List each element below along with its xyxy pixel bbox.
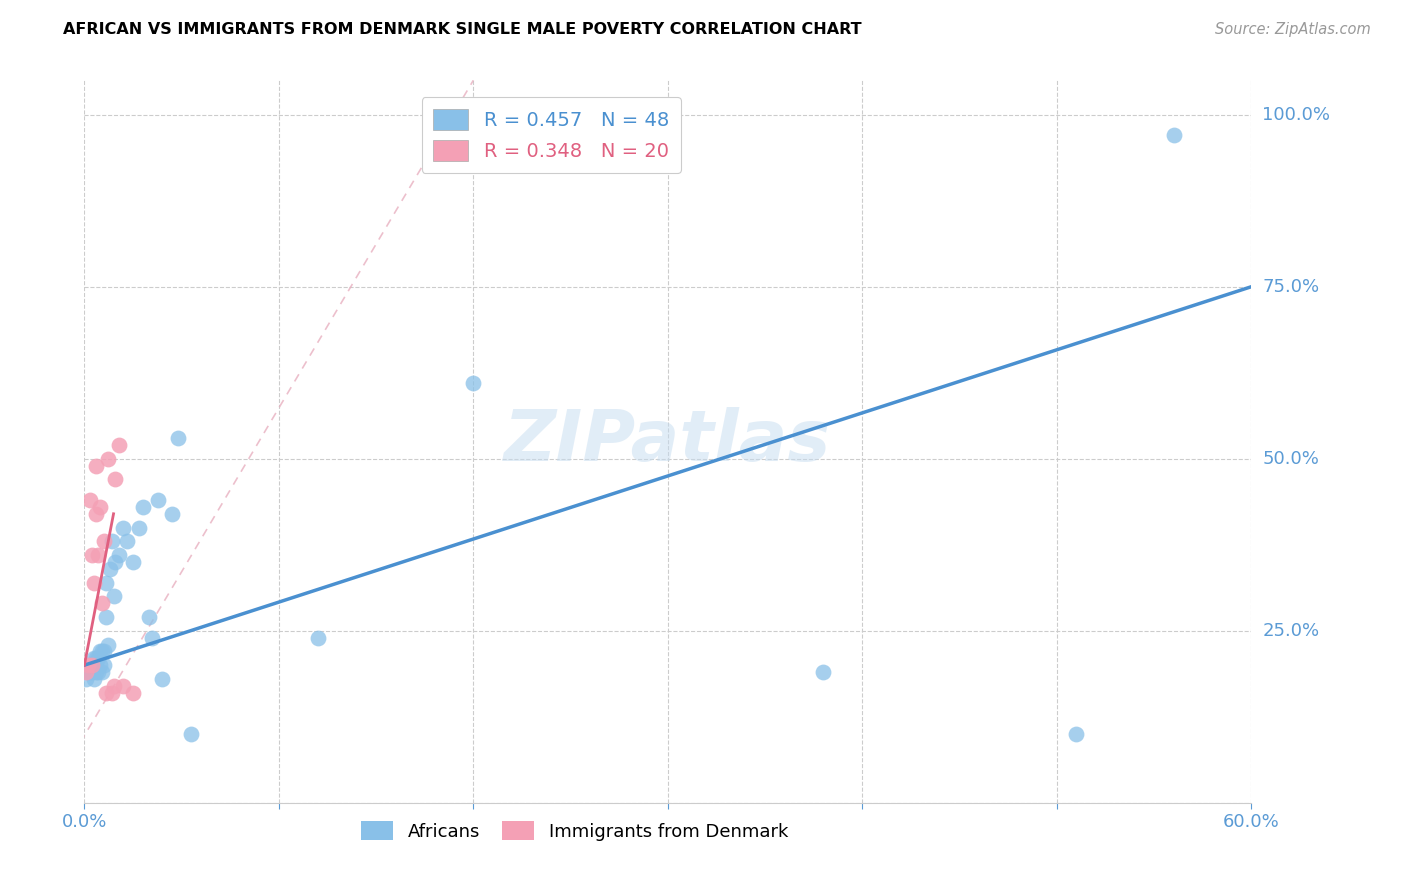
Point xyxy=(128,520,150,534)
Point xyxy=(813,665,835,679)
Point xyxy=(90,665,112,679)
Point xyxy=(83,672,105,686)
Point xyxy=(108,548,131,562)
Point xyxy=(97,451,120,466)
Point xyxy=(423,128,446,143)
Point xyxy=(83,575,105,590)
Text: 100.0%: 100.0% xyxy=(1263,105,1330,124)
Point xyxy=(166,431,188,445)
Text: Source: ZipAtlas.com: Source: ZipAtlas.com xyxy=(1215,22,1371,37)
Point xyxy=(1163,128,1185,143)
Point xyxy=(90,644,112,658)
Point xyxy=(90,596,112,610)
Point xyxy=(1396,108,1406,122)
Point xyxy=(89,500,111,514)
Point xyxy=(93,534,115,549)
Point xyxy=(98,562,121,576)
Point xyxy=(104,472,127,486)
Point xyxy=(83,658,105,673)
Point xyxy=(84,665,107,679)
Point xyxy=(148,493,170,508)
Point xyxy=(89,644,111,658)
Point xyxy=(180,727,202,741)
Point xyxy=(84,651,107,665)
Point xyxy=(104,555,127,569)
Point xyxy=(82,658,104,673)
Point xyxy=(138,610,160,624)
Point xyxy=(87,665,110,679)
Point xyxy=(94,686,117,700)
Point xyxy=(84,458,107,473)
Point xyxy=(112,679,135,693)
Point xyxy=(1066,727,1088,741)
Point xyxy=(307,631,329,645)
Point xyxy=(79,658,101,673)
Point xyxy=(79,493,101,508)
Point xyxy=(103,590,125,604)
Point xyxy=(141,631,163,645)
Point xyxy=(87,651,110,665)
Point xyxy=(160,507,183,521)
Point xyxy=(75,665,97,679)
Point xyxy=(97,638,120,652)
Point xyxy=(132,500,155,514)
Point xyxy=(87,548,110,562)
Point xyxy=(77,665,100,679)
Point xyxy=(100,686,122,700)
Point xyxy=(94,610,117,624)
Point xyxy=(122,686,145,700)
Text: AFRICAN VS IMMIGRANTS FROM DENMARK SINGLE MALE POVERTY CORRELATION CHART: AFRICAN VS IMMIGRANTS FROM DENMARK SINGL… xyxy=(63,22,862,37)
Point xyxy=(83,651,105,665)
Legend: Africans, Immigrants from Denmark: Africans, Immigrants from Denmark xyxy=(354,814,796,848)
Point xyxy=(108,438,131,452)
Point xyxy=(82,665,104,679)
Point xyxy=(115,534,138,549)
Point xyxy=(82,658,104,673)
Text: 75.0%: 75.0% xyxy=(1263,277,1320,296)
Point xyxy=(84,658,107,673)
Point xyxy=(122,555,145,569)
Text: 25.0%: 25.0% xyxy=(1263,622,1320,640)
Point xyxy=(100,534,122,549)
Point xyxy=(103,679,125,693)
Point xyxy=(77,658,100,673)
Point xyxy=(82,548,104,562)
Point xyxy=(75,672,97,686)
Point xyxy=(89,658,111,673)
Point xyxy=(112,520,135,534)
Point xyxy=(94,575,117,590)
Point xyxy=(463,376,485,390)
Point xyxy=(93,658,115,673)
Point xyxy=(150,672,173,686)
Text: ZIPatlas: ZIPatlas xyxy=(505,407,831,476)
Point xyxy=(79,665,101,679)
Point xyxy=(84,507,107,521)
Text: 50.0%: 50.0% xyxy=(1263,450,1319,467)
Point xyxy=(93,644,115,658)
